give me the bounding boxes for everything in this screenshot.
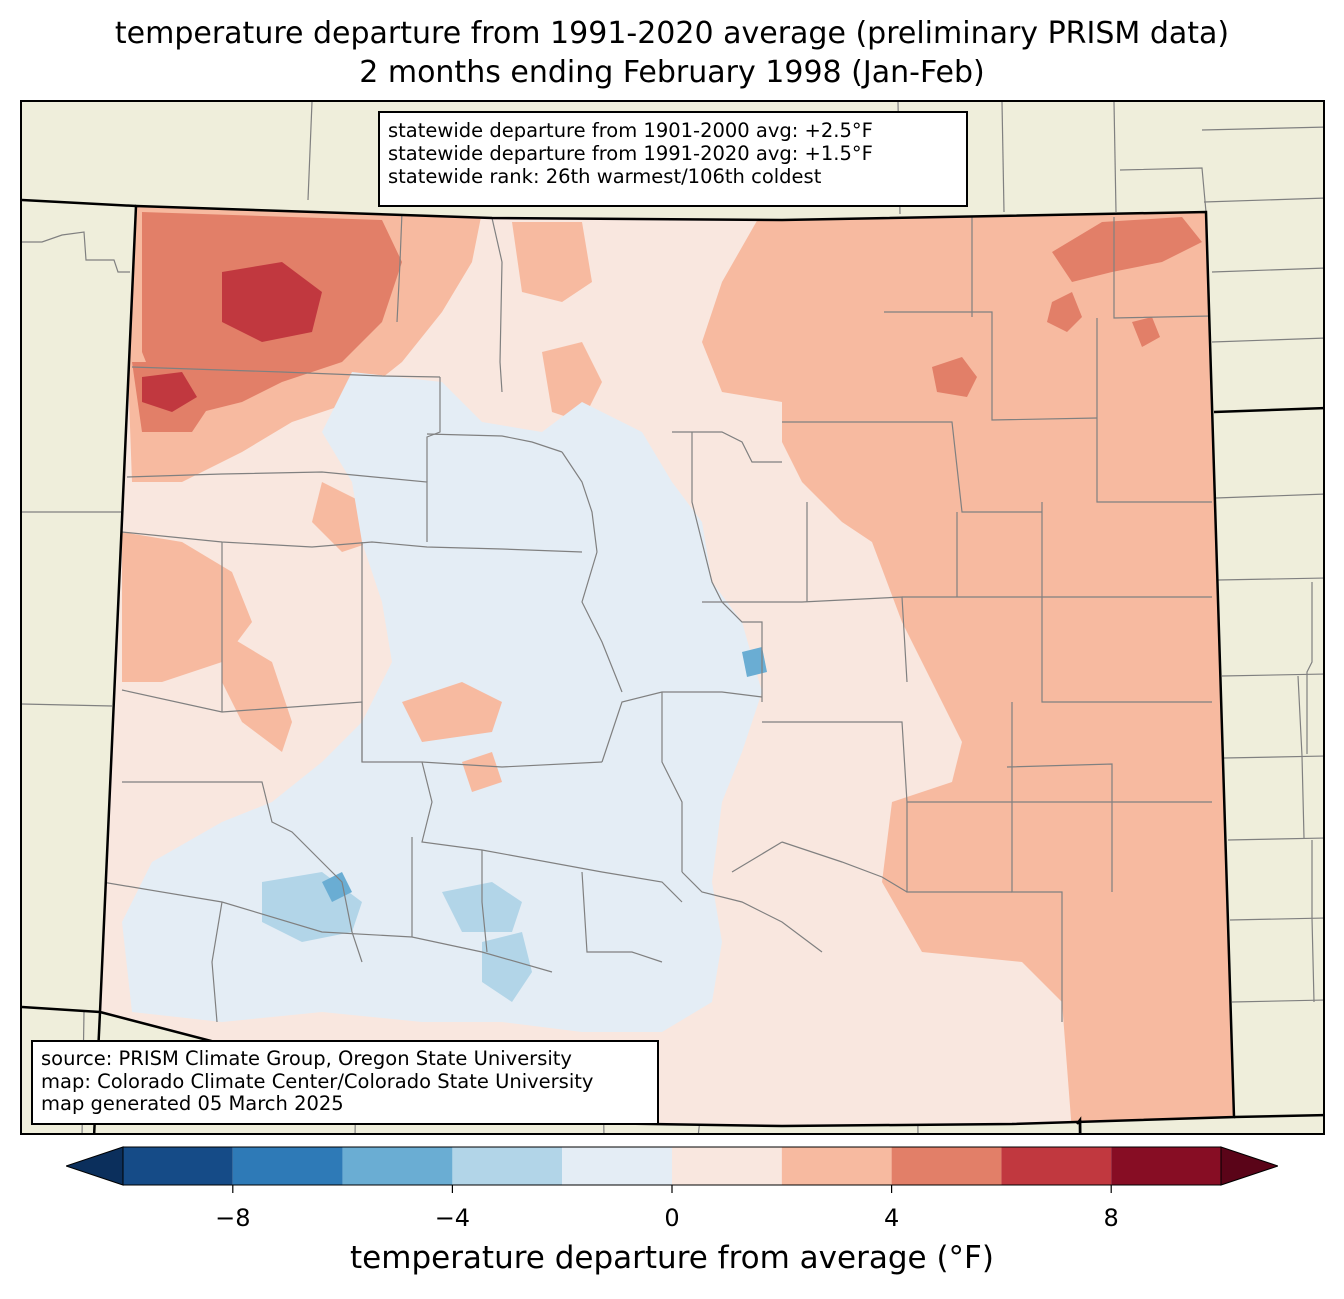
colorbar-tick-label: 0	[664, 1204, 680, 1232]
temperature-contour-field	[100, 206, 1234, 1126]
colorbar-tick-label: −4	[434, 1204, 471, 1232]
colorbar-tick-label: −8	[215, 1204, 251, 1232]
map-panel[interactable]	[20, 100, 1325, 1135]
stats-line-rank: statewide rank: 26th warmest/106th colde…	[388, 165, 822, 188]
colorbar-bin	[1111, 1147, 1221, 1185]
source-line: source: PRISM Climate Group, Oregon Stat…	[41, 1047, 572, 1070]
colorbar-bin	[562, 1147, 672, 1185]
colorbar-bin	[452, 1147, 563, 1185]
stats-line-1991-2020: statewide departure from 1991-2020 avg: …	[388, 142, 873, 165]
statewide-stats-box: statewide departure from 1901-2000 avg: …	[378, 111, 968, 207]
colorbar-bins	[122, 1146, 1222, 1186]
colorbar-bin	[891, 1147, 1002, 1185]
colorbar-ticks	[232, 1185, 1112, 1193]
source-credit-box: source: PRISM Climate Group, Oregon Stat…	[31, 1040, 659, 1125]
colorbar-tick-label: 8	[1103, 1204, 1119, 1232]
stats-line-1901-2000: statewide departure from 1901-2000 avg: …	[388, 119, 873, 142]
county-lines	[101, 211, 1213, 1023]
colorbar-bin	[1001, 1147, 1112, 1185]
colorbar-label: temperature departure from average (°F)	[350, 1240, 994, 1276]
colorbar-over-arrow	[1220, 1146, 1278, 1186]
colorbar-bin	[781, 1147, 892, 1185]
colorbar-tick-label: 4	[883, 1204, 900, 1232]
colorbar	[66, 1146, 1278, 1193]
map-svg	[22, 102, 1323, 1133]
colorbar-bin	[232, 1147, 343, 1185]
colorbar-bin	[123, 1147, 233, 1185]
map-title: temperature departure from 1991-2020 ave…	[114, 16, 1230, 51]
generated-date-line: map generated 05 March 2025	[41, 1092, 344, 1115]
colorbar-under-arrow	[66, 1146, 124, 1186]
map-subtitle: 2 months ending February 1998 (Jan-Feb)	[359, 55, 985, 90]
map-credit-line: map: Colorado Climate Center/Colorado St…	[41, 1069, 594, 1093]
colorbar-bin	[342, 1147, 453, 1185]
colorbar-bin	[672, 1147, 782, 1185]
